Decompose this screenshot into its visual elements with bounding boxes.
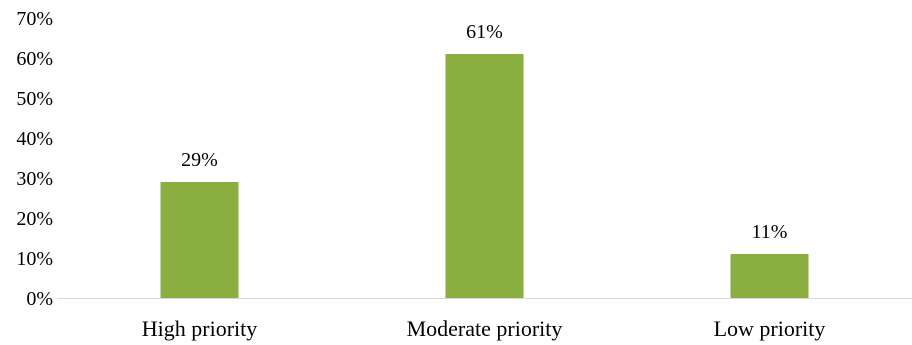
bar [730,254,809,298]
data-labels: 29% 61% 11% [181,21,787,243]
data-label: 11% [752,221,788,243]
category-labels: High priority Moderate priority Low priori… [142,316,826,341]
y-axis-tick-labels: 0% 10% 20% 30% 40% 50% 60% 70% [16,8,53,310]
y-tick-label: 60% [16,48,53,70]
category-label: High priority [142,316,258,341]
y-tick-label: 10% [16,248,53,270]
data-label: 29% [181,149,218,171]
y-tick-label: 0% [26,288,53,310]
data-label: 61% [466,21,503,43]
y-tick-label: 30% [16,168,53,190]
y-tick-label: 50% [16,88,53,110]
y-tick-label: 20% [16,208,53,230]
bar [445,54,524,298]
bars [160,54,809,298]
bar [160,182,239,298]
category-label: Low priority [714,316,826,341]
category-label: Moderate priority [407,316,563,341]
y-tick-label: 70% [16,8,53,30]
y-tick-label: 40% [16,128,53,150]
